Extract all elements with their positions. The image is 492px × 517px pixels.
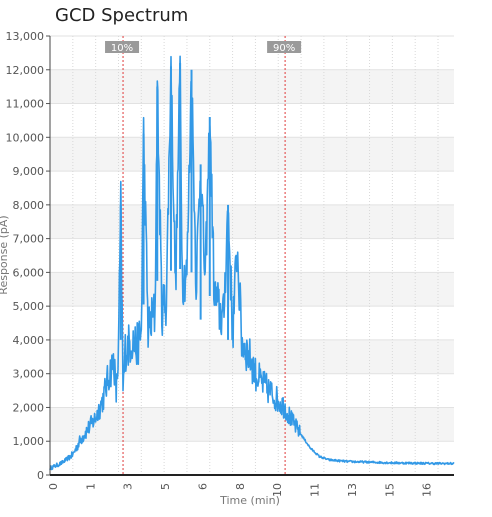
x-tick-group: 8 [234,483,247,490]
y-tick-label: 7,000 [13,233,45,246]
marker-label: 10% [111,43,133,54]
x-tick-label: 1 [84,483,97,490]
x-tick-label: 13 [346,483,359,497]
x-tick-group: 13 [346,483,359,497]
marker-badge [105,41,140,53]
x-axis-title: Time (min) [219,494,280,507]
y-tick-label: 4,000 [13,334,45,347]
y-tick-label: 1,000 [13,435,45,448]
x-tick-label: 11 [309,483,322,497]
x-tick-label: 10 [271,483,284,497]
y-tick-label: 8,000 [13,199,45,212]
y-tick-label: 3,000 [13,368,45,381]
x-tick-label: 0 [47,483,60,490]
x-tick-group: 16 [421,483,434,497]
axes [46,35,454,476]
y-tick-label: 11,000 [6,98,45,111]
grid-band [50,204,454,239]
y-tick-label: 10,000 [6,131,45,144]
x-tick-label: 15 [383,483,396,497]
y-axis-title: Response (pA) [0,215,10,294]
x-tick-group: 1 [84,483,97,490]
tick-labels: 0 1,000 2,000 3,000 4,000 5,000 6,000 7,000 8,00… [6,30,434,497]
grid-band [50,407,454,442]
y-tick-label: 12,000 [6,64,45,77]
grid-band [50,69,454,104]
plot-background-bands [50,69,454,442]
x-tick-group: 3 [122,483,135,490]
x-tick-group: 15 [383,483,396,497]
x-tick-group: 0 [47,483,60,490]
x-tick-label: 5 [159,483,172,490]
marker-badge [267,41,302,53]
x-tick-group: 6 [196,483,209,490]
y-tick-label: 2,000 [13,401,45,414]
series-line [49,55,455,471]
marker-label: 90% [273,43,295,54]
x-tick-label: 16 [421,483,434,497]
x-tick-label: 6 [196,483,209,490]
y-tick-label: 0 [37,469,44,482]
y-tick-label: 5,000 [13,300,45,313]
y-tick-label: 13,000 [6,30,45,43]
percent-markers: 10% 90% [105,36,302,475]
x-tick-group: 10 [271,483,284,497]
series-layer [49,55,455,471]
x-tick-label: 8 [234,483,247,490]
chart-title: GCD Spectrum [55,5,189,26]
grid-band [50,272,454,307]
x-tick-group: 5 [159,483,172,490]
grid-band [50,137,454,172]
y-tick-label: 9,000 [13,165,45,178]
y-tick-label: 6,000 [13,266,45,279]
x-tick-group: 11 [309,483,322,497]
x-tick-label: 3 [122,483,135,490]
